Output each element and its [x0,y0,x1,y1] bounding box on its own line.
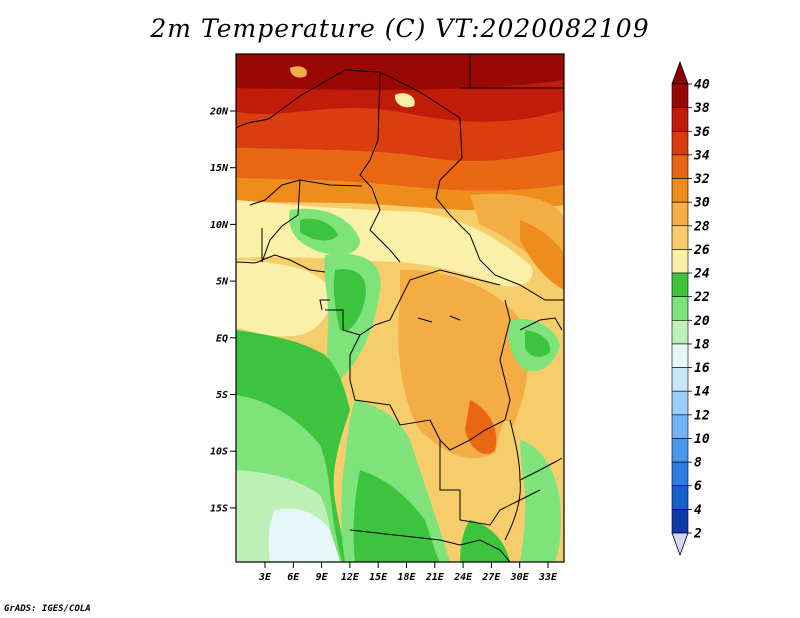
colorbar-label: 24 [693,267,710,282]
lat-tick-label: 15N [210,163,229,174]
colorbar-label: 6 [694,479,702,494]
lat-tick-label: 5N [216,277,229,288]
colorbar-segment [671,107,689,132]
colorbar-segment [671,414,689,439]
grads-credit: GrADS: IGES/COLA [4,604,91,614]
lat-tick-label: 10S [210,447,228,458]
map-frame [235,53,565,563]
lon-tick-label: 30E [510,572,530,583]
colorbar-segment [671,509,689,534]
colorbar-label: 14 [694,385,710,400]
colorbar-segment [671,225,689,250]
lat-tick-label: 15S [210,503,228,514]
map-title: 2m Temperature (C) VT:2020082109 [150,14,650,43]
lon-tick-label: 27E [481,572,501,583]
colorbar-segment [671,390,689,416]
lat-tick-label: 5S [216,390,228,401]
colorbar-segment [671,201,689,227]
colorbar-segment [671,320,689,345]
lon-tick-label: 21E [425,572,445,583]
longitude-axis: 3E 6E 9E 12E 15E 18E 21E 24E 27E 30E 33E [258,562,558,583]
colorbar-segment [671,296,689,321]
lat-tick-label: 20N [209,107,229,118]
colorbar-segment [671,130,689,156]
colorbar-label: 26 [693,243,710,258]
colorbar-segment [671,367,689,392]
colorbar-label: 28 [693,219,710,234]
colorbar-label: 30 [693,196,710,211]
colorbar-segment [671,83,689,108]
colorbar-label: 8 [694,456,702,471]
colorbar-over-triangle [671,60,689,85]
lon-tick-label: 33E [538,572,558,583]
lon-tick-label: 6E [287,572,300,583]
lon-tick-label: 18E [397,572,416,583]
colorbar-segment [671,249,689,274]
colorbar-label: 38 [693,101,710,116]
country-borders [236,54,564,562]
colorbar-label: 32 [693,172,710,187]
colorbar-segment [671,178,689,203]
colorbar-segment [671,154,689,179]
latitude-axis: 20N 15N 10N 5N EQ 5S 10S 15S [209,107,236,514]
colorbar-label: 20 [693,314,710,329]
lon-tick-label: 12E [341,572,360,583]
colorbar-segment [671,438,689,463]
colorbar-segment [671,485,689,510]
colorbar-label: 10 [694,432,710,447]
colorbar-label: 4 [694,503,702,518]
lon-tick-label: 15E [369,572,388,583]
lon-tick-label: 3E [258,572,272,583]
colorbar-label: 12 [694,408,710,423]
colorbar-under-triangle [671,532,689,557]
lat-tick-label: 10N [210,220,229,231]
colorbar-label: 22 [693,290,710,305]
lon-tick-label: 24E [453,572,473,583]
colorbar-label: 18 [694,337,710,352]
colorbar-label: 16 [694,361,710,376]
colorbar-label: 40 [694,78,710,93]
lat-tick-label: EQ [216,333,228,344]
colorbar-segment [671,272,689,297]
colorbar-label: 34 [693,148,710,163]
lon-tick-label: 9E [316,572,329,583]
colorbar-segment [671,461,689,487]
colorbar-label: 2 [693,527,702,542]
colorbar-label: 36 [693,125,710,140]
temperature-field [236,54,564,562]
colorbar-segment [671,343,689,368]
